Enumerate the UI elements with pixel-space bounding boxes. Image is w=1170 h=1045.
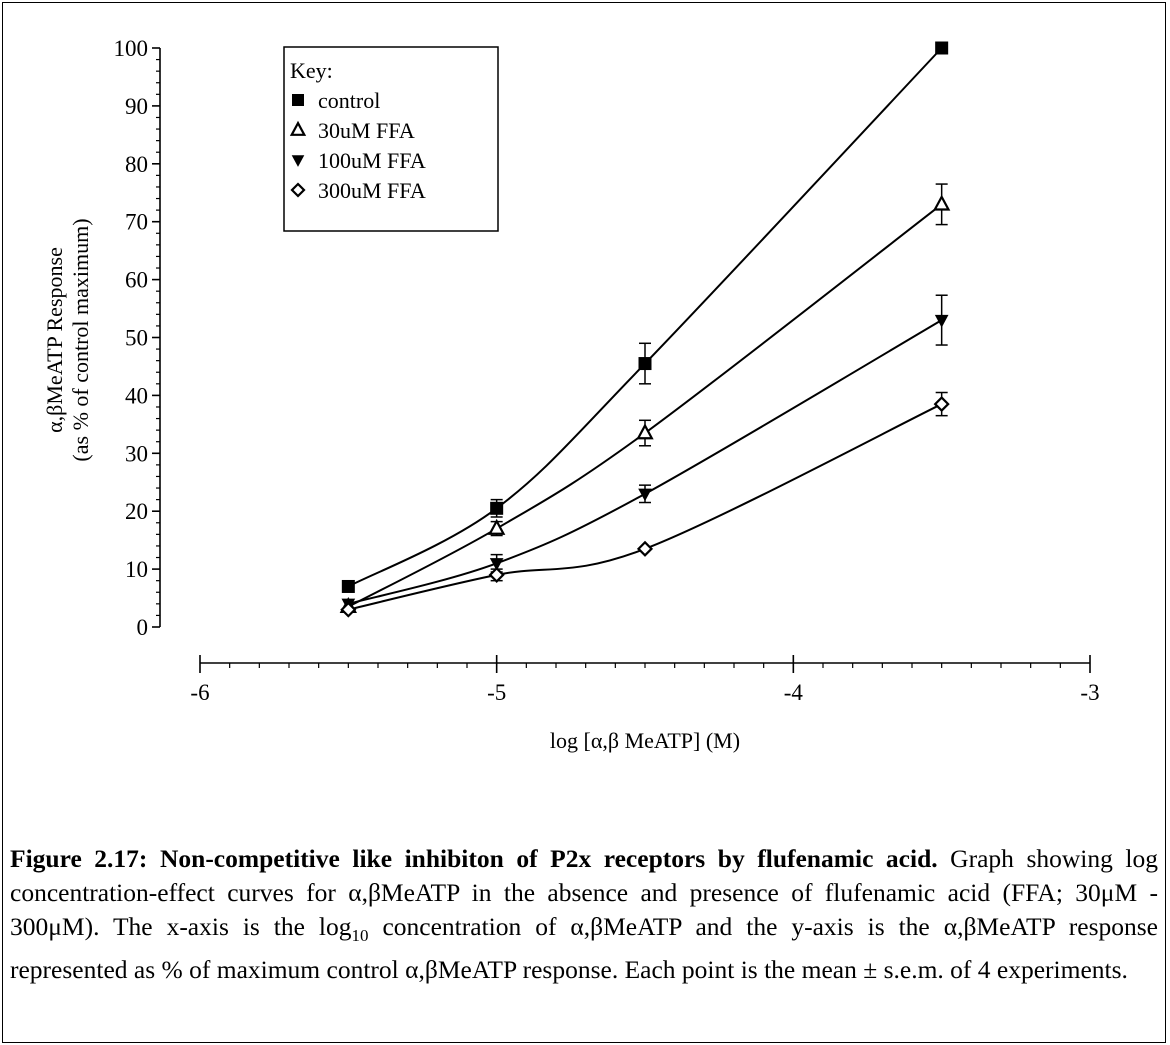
y-tick-label: 0 — [137, 615, 149, 640]
data-point-series-4 — [636, 540, 654, 557]
data-point-series-2 — [636, 423, 654, 440]
y-tick-label: 100 — [114, 36, 149, 61]
y-tick-label: 60 — [125, 268, 148, 293]
data-point-series-2 — [488, 518, 506, 535]
legend-label-2: 30uM FFA — [318, 118, 415, 143]
data-point-series-2 — [933, 194, 951, 211]
y-tick-label: 30 — [125, 441, 148, 466]
legend-marker-4 — [290, 182, 306, 198]
y-tick-label: 50 — [125, 326, 148, 351]
y-tick-label: 20 — [125, 499, 148, 524]
data-points — [339, 41, 951, 618]
caption-subscript: 10 — [351, 926, 369, 946]
data-point-series-4 — [488, 566, 505, 583]
curve-series-3 — [348, 319, 943, 605]
curve-series-4 — [348, 403, 943, 611]
y-tick-label: 70 — [125, 210, 148, 235]
data-point-series-1 — [341, 579, 355, 593]
x-tick-label: -5 — [487, 680, 506, 705]
x-axis: -6 -5 -4 -3 — [190, 655, 1100, 705]
data-point-series-1 — [638, 357, 652, 371]
fitted-curves — [347, 47, 943, 611]
caption-body-a: Graph showing log concentration-effect c… — [10, 844, 1158, 941]
legend-marker-1 — [292, 94, 304, 106]
y-axis: 0 10 20 30 40 50 60 70 80 90 100 — [114, 36, 161, 640]
caption-title: Figure 2.17: Non-competitive like inhibi… — [10, 844, 938, 873]
legend-title: Key: — [290, 58, 333, 83]
data-point-series-1 — [490, 501, 504, 515]
figure-caption: Figure 2.17: Non-competitive like inhibi… — [10, 842, 1158, 987]
y-axis-label-line2: (as % of control maximum) — [68, 218, 93, 461]
data-point-series-1 — [935, 41, 949, 55]
x-axis-label: log [α,β MeATP] (M) — [550, 728, 740, 753]
y-tick-label: 10 — [125, 557, 148, 582]
x-tick-label: -6 — [190, 680, 209, 705]
legend-box — [283, 46, 499, 232]
legend-label-1: control — [318, 88, 380, 113]
x-tick-label: -4 — [784, 680, 804, 705]
data-point-series-3 — [934, 314, 949, 328]
y-tick-label: 80 — [125, 152, 148, 177]
legend: Key: control 30uM FFA 100uM FFA 300uM FFA — [283, 46, 499, 232]
legend-marker-3 — [291, 155, 305, 167]
legend-label-3: 100uM FFA — [318, 148, 426, 173]
legend-marker-2 — [289, 120, 307, 136]
legend-label-4: 300uM FFA — [318, 178, 426, 203]
data-point-series-4 — [340, 601, 357, 618]
y-tick-label: 90 — [125, 94, 148, 119]
error-bars — [490, 183, 948, 582]
y-axis-label: α,βMeATP Response (as % of control maxim… — [42, 218, 93, 461]
curve-series-2 — [347, 203, 943, 608]
curve-series-1 — [347, 47, 943, 588]
data-point-series-3 — [489, 558, 504, 571]
x-tick-label: -3 — [1080, 680, 1099, 705]
concentration-effect-chart: 0 10 20 30 40 50 60 70 80 90 100 -6 -5 -4 -3 log [α,β… — [42, 36, 1100, 753]
y-axis-label-line1: α,βMeATP Response — [42, 247, 67, 433]
caption-body-b: concentration of α,βMeATP and the y-axis… — [10, 912, 1158, 985]
data-point-series-4 — [933, 396, 950, 413]
y-tick-label: 40 — [125, 383, 148, 408]
data-point-series-3 — [638, 488, 652, 502]
